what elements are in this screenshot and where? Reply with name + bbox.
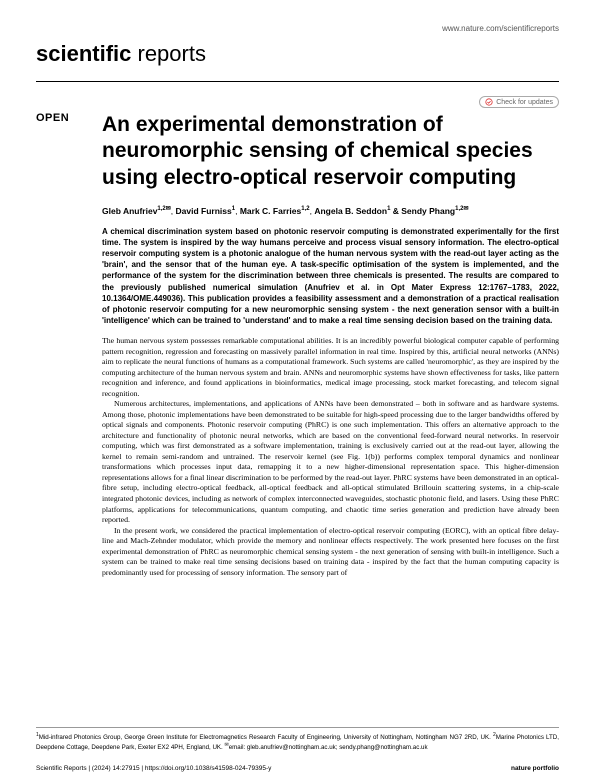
updates-label: Check for updates [496, 99, 553, 106]
header-rule [36, 81, 559, 82]
body-paragraph-3: In the present work, we considered the p… [102, 526, 559, 579]
journal-url: www.nature.com/scientificreports [36, 24, 559, 33]
journal-name-bold: scientific [36, 41, 131, 66]
page-footer: Scientific Reports | (2024) 14:27915 | h… [36, 765, 559, 772]
footer-citation: Scientific Reports | (2024) 14:27915 [36, 765, 140, 772]
abstract: A chemical discrimination system based o… [102, 226, 559, 327]
updates-icon [485, 98, 493, 106]
footer-doi: | https://doi.org/10.1038/s41598-024-793… [141, 765, 271, 772]
journal-name: scientific reports [36, 41, 559, 67]
body-paragraph-1: The human nervous system possesses remar… [102, 336, 559, 399]
author-list: Gleb Anufriev1,2✉, David Furniss1, Mark … [102, 205, 559, 216]
footer-publisher: nature portfolio [511, 765, 559, 772]
article-title: An experimental demonstration of neuromo… [102, 112, 559, 191]
journal-name-light: reports [131, 41, 206, 66]
affiliations: 1Mid-infrared Photonics Group, George Gr… [36, 727, 559, 752]
open-access-badge: OPEN [36, 112, 88, 124]
check-updates[interactable]: Check for updates [36, 96, 559, 108]
body-paragraph-2: Numerous architectures, implementations,… [102, 399, 559, 525]
